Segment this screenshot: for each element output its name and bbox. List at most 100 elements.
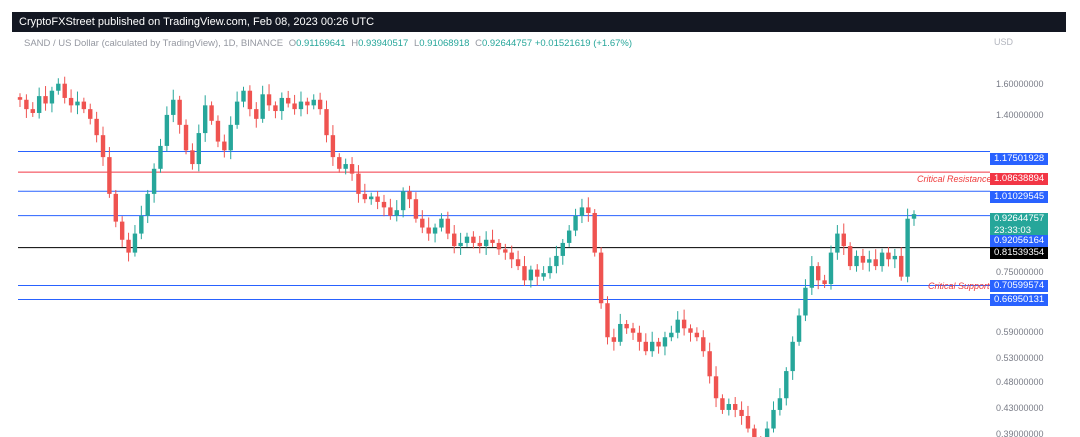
level-badge: 0.66950131 bbox=[990, 294, 1048, 306]
candle-body bbox=[337, 157, 342, 169]
candle-body bbox=[598, 252, 604, 304]
candle-body bbox=[317, 99, 323, 110]
chart-pane[interactable]: SAND / US Dollar (calculated by TradingV… bbox=[12, 32, 1066, 437]
price-plot[interactable] bbox=[12, 32, 990, 437]
candle bbox=[554, 245, 559, 274]
candle-body bbox=[439, 218, 444, 228]
last-price-badge: 0.92644757 23:33:03 bbox=[990, 213, 1048, 237]
level-badge: 1.01029545 bbox=[990, 191, 1048, 203]
candle-body bbox=[675, 319, 680, 333]
candle bbox=[171, 89, 176, 123]
candle bbox=[535, 264, 540, 286]
candle bbox=[694, 327, 700, 342]
candle-body bbox=[202, 105, 208, 134]
candle-body bbox=[720, 398, 725, 410]
candle bbox=[611, 328, 617, 351]
candle-body bbox=[592, 212, 597, 253]
candle-body bbox=[209, 105, 214, 121]
candle-body bbox=[100, 135, 106, 158]
candle-body bbox=[241, 90, 246, 102]
candle bbox=[43, 86, 48, 111]
candle bbox=[222, 134, 227, 158]
candle bbox=[164, 106, 170, 152]
candle-body bbox=[266, 94, 272, 106]
candle-body bbox=[413, 199, 419, 219]
candle bbox=[681, 309, 687, 336]
candle bbox=[337, 153, 342, 173]
candle-body bbox=[394, 210, 399, 216]
candle-body bbox=[260, 94, 265, 119]
bar-countdown: 23:33:03 bbox=[994, 225, 1031, 236]
candle bbox=[260, 85, 265, 123]
candle bbox=[483, 231, 489, 255]
candle-body bbox=[171, 99, 176, 115]
candle-body bbox=[662, 337, 668, 347]
level-badge: 0.70599574 bbox=[990, 280, 1048, 292]
candle bbox=[777, 388, 783, 416]
candle bbox=[292, 94, 297, 115]
level-badge: 1.08638894 bbox=[990, 173, 1048, 185]
candle bbox=[88, 103, 93, 125]
candle-body bbox=[56, 83, 61, 91]
candle-body bbox=[88, 109, 93, 119]
axis-tick: 0.43000000 bbox=[996, 403, 1044, 413]
candle-body bbox=[30, 109, 35, 113]
axis-tick: 0.39000000 bbox=[996, 429, 1044, 437]
candle bbox=[94, 111, 99, 143]
candle bbox=[266, 84, 272, 111]
candle-body bbox=[669, 332, 674, 338]
candle bbox=[598, 247, 604, 309]
candle-body bbox=[739, 409, 744, 416]
high-label: H bbox=[351, 38, 359, 49]
candle-body bbox=[62, 83, 67, 98]
candle-body bbox=[854, 255, 859, 267]
candle bbox=[835, 225, 840, 260]
candle-body bbox=[279, 97, 285, 112]
candle-body bbox=[305, 101, 310, 106]
candle bbox=[317, 92, 323, 115]
candle bbox=[739, 401, 744, 425]
candle bbox=[349, 157, 355, 181]
candle-body bbox=[24, 99, 29, 110]
candle bbox=[490, 229, 495, 247]
candle bbox=[643, 333, 648, 356]
candle-body bbox=[477, 242, 482, 247]
candle bbox=[803, 279, 808, 322]
candle bbox=[119, 216, 125, 247]
candle bbox=[445, 211, 451, 240]
candle bbox=[202, 95, 208, 142]
candle-body bbox=[343, 164, 348, 169]
candle bbox=[286, 90, 291, 108]
candle-body bbox=[860, 255, 866, 263]
candle bbox=[426, 217, 431, 241]
candle bbox=[17, 93, 23, 107]
candle-body bbox=[618, 323, 623, 342]
candle bbox=[688, 324, 693, 342]
candle bbox=[381, 194, 387, 217]
candle-body bbox=[94, 118, 99, 136]
open-value: 0.91169641 bbox=[296, 38, 346, 49]
candle bbox=[56, 78, 61, 95]
candle bbox=[388, 198, 393, 220]
change-value: +0.01521619 (+1.67%) bbox=[534, 38, 633, 49]
candle bbox=[126, 232, 131, 262]
price-axis[interactable]: USD 1.60000000 1.40000000 0.75000000 0.5… bbox=[990, 32, 1066, 437]
candle bbox=[592, 209, 597, 257]
candle-body bbox=[228, 124, 233, 151]
candle bbox=[139, 205, 144, 240]
candle-body bbox=[445, 218, 451, 234]
candle bbox=[62, 76, 67, 104]
candle bbox=[899, 247, 904, 281]
critical-resistance-label: Critical Resistance bbox=[917, 174, 992, 184]
candle-body bbox=[330, 135, 336, 158]
candle bbox=[477, 235, 482, 254]
candle bbox=[158, 138, 163, 173]
candle-body bbox=[573, 215, 578, 231]
close-value: 0.92644757 bbox=[481, 38, 533, 49]
candle-body bbox=[873, 259, 878, 267]
candle bbox=[790, 336, 795, 380]
candle-body bbox=[407, 191, 412, 200]
candle bbox=[733, 397, 738, 418]
candle bbox=[515, 250, 521, 271]
candle-body bbox=[426, 227, 431, 234]
